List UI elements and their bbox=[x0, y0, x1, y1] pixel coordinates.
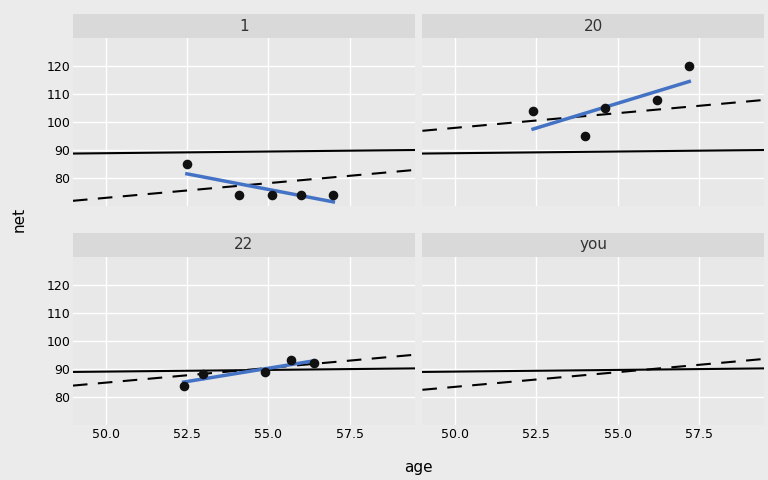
Text: 1: 1 bbox=[239, 19, 249, 34]
Point bbox=[650, 96, 663, 104]
Text: 22: 22 bbox=[234, 237, 253, 252]
Text: you: you bbox=[579, 237, 607, 252]
Point bbox=[327, 192, 339, 199]
Point bbox=[684, 62, 696, 70]
Point bbox=[266, 192, 278, 199]
Point bbox=[259, 368, 271, 375]
Point bbox=[233, 192, 245, 199]
Point bbox=[295, 192, 307, 199]
Point bbox=[527, 108, 539, 115]
Text: age: age bbox=[404, 460, 433, 475]
Text: net: net bbox=[12, 207, 27, 232]
Point bbox=[308, 360, 320, 367]
Text: 20: 20 bbox=[584, 19, 603, 34]
Point bbox=[180, 160, 193, 168]
Point bbox=[177, 382, 190, 389]
Point bbox=[579, 132, 591, 140]
Point bbox=[285, 357, 297, 364]
Point bbox=[598, 105, 611, 112]
Point bbox=[197, 371, 210, 378]
